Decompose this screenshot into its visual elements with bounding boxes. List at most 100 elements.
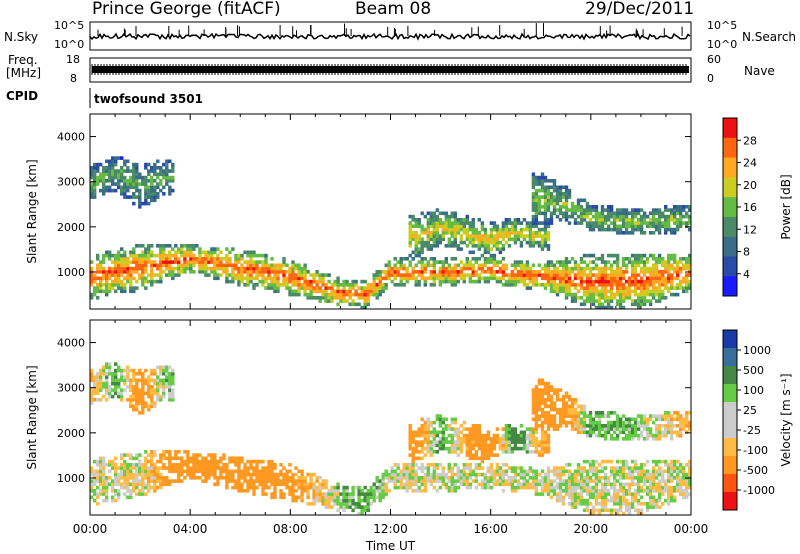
heatmap-cell [673,208,677,212]
heatmap-cell [279,495,283,500]
heatmap-cell [573,292,578,297]
heatmap-cell [501,221,506,225]
heatmap-cell [240,266,244,271]
heatmap-cell [114,175,118,180]
heatmap-cell [688,266,692,271]
heatmap-cell [567,479,572,483]
heatmap-cell [435,466,439,470]
heatmap-cell [288,286,292,290]
heatmap-cell [267,263,271,268]
heatmap-cell [468,469,472,474]
heatmap-cell [276,476,280,480]
heatmap-cell [129,250,133,255]
heatmap-cell [528,485,533,490]
heatmap-cell [519,263,524,268]
heatmap-cell [426,427,430,431]
heatmap-cell [555,286,560,290]
heatmap-cell [510,446,515,451]
heatmap-cell [372,276,376,281]
heatmap-cell [561,273,566,277]
heatmap-cell [393,263,397,268]
heatmap-cell [564,188,569,193]
heatmap-cell [531,175,536,180]
heatmap-cell [582,424,587,428]
heatmap-cell [507,234,512,238]
heatmap-cell [597,511,602,516]
heatmap-cell [378,485,382,490]
heatmap-cell [363,498,367,503]
heatmap-cell [597,218,602,222]
heatmap-cell [414,237,418,242]
heatmap-cell [558,485,563,490]
heatmap-cell [162,257,166,261]
heatmap-cell [441,446,445,451]
heatmap-cell [129,260,133,264]
heatmap-cell [579,302,584,307]
heatmap-cell [162,378,166,383]
heatmap-cell [579,482,584,487]
heatmap-cell [597,417,602,422]
heatmap-cell [426,424,430,428]
heatmap-cell [90,279,94,284]
heatmap-cell [513,446,518,451]
heatmap-cell [465,463,469,467]
heatmap-cell [399,257,403,261]
heatmap-cell [324,273,328,277]
heatmap-cell [426,211,430,216]
heatmap-cell [102,257,106,261]
heatmap-cell [180,266,184,271]
heatmap-cell [438,424,442,428]
heatmap-cell [414,253,418,258]
heatmap-cell [126,453,130,457]
heatmap-cell [486,479,491,483]
heatmap-cell [132,372,136,376]
heatmap-cell [120,279,124,284]
heatmap-cell [366,508,370,513]
heatmap-cell [384,476,388,480]
heatmap-cell [543,195,548,199]
heatmap-cell [153,198,157,203]
heatmap-cell [606,253,611,258]
heatmap-cell [582,502,587,506]
heatmap-cell [546,198,551,203]
heatmap-cell [679,218,683,222]
heatmap-cell [150,279,154,284]
heatmap-cell [156,391,160,396]
heatmap-cell [537,453,542,457]
heatmap-cell [258,479,262,483]
heatmap-cell [114,263,118,268]
heatmap-cell [129,289,133,294]
heatmap-cell [486,250,491,255]
heatmap-cell [480,440,485,444]
heatmap-cell [441,469,445,474]
heatmap-cell [117,270,121,274]
heatmap-cell [342,286,346,290]
heatmap-cell [99,479,103,483]
heatmap-cell [252,492,256,496]
heatmap-cell [573,266,578,271]
heatmap-cell [510,450,515,454]
heatmap-cell [624,227,629,232]
heatmap-cell [606,205,611,209]
heatmap-cell [498,469,503,474]
heatmap-cell [135,266,139,271]
heatmap-cell [549,198,554,203]
heatmap-cell [105,188,109,193]
heatmap-cell [603,485,608,490]
heatmap-cell [615,266,620,271]
heatmap-cell [618,283,623,287]
heatmap-cell [630,270,635,274]
heatmap-cell [132,368,136,373]
heatmap-cell [654,299,659,303]
heatmap-cell [534,182,539,186]
heatmap-cell [465,440,469,444]
heatmap-cell [147,378,151,383]
heatmap-cell [225,253,229,258]
heatmap-cell [192,260,196,264]
heatmap-cell [576,214,581,219]
heatmap-cell [486,443,491,448]
heatmap-cell [198,263,202,268]
heatmap-cell [168,378,172,383]
heatmap-cell [459,218,463,222]
heatmap-cell [414,279,418,284]
